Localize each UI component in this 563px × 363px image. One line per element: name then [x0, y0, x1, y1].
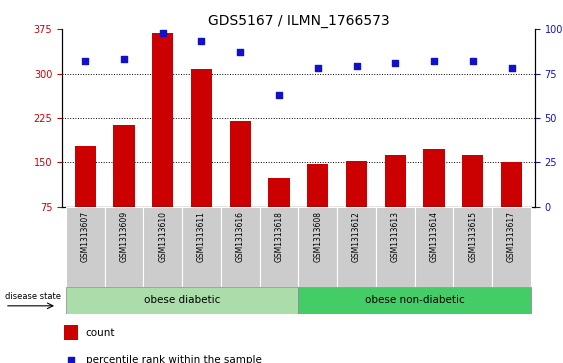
Bar	[501, 163, 522, 207]
Point	[275, 92, 284, 98]
Point	[197, 38, 206, 44]
Text: count: count	[86, 328, 115, 338]
Bar	[385, 155, 406, 207]
Bar	[221, 207, 260, 287]
Bar	[191, 69, 212, 207]
Bar	[492, 207, 531, 287]
Point	[507, 65, 516, 71]
Text: GSM1313612: GSM1313612	[352, 211, 361, 262]
Point	[391, 60, 400, 66]
Bar	[66, 287, 298, 314]
Point	[352, 64, 361, 69]
Point	[430, 58, 439, 64]
Bar	[462, 155, 484, 207]
Text: obese non-diabetic: obese non-diabetic	[365, 295, 464, 305]
Text: GSM1313611: GSM1313611	[197, 211, 206, 262]
Bar	[152, 33, 173, 207]
Bar	[74, 146, 96, 207]
Bar	[64, 325, 78, 340]
Bar	[307, 164, 328, 207]
Text: GSM1313608: GSM1313608	[313, 211, 322, 262]
Bar	[423, 150, 445, 207]
Bar	[66, 207, 105, 287]
Bar	[230, 121, 251, 207]
Text: GSM1313617: GSM1313617	[507, 211, 516, 262]
Bar	[453, 207, 492, 287]
Bar	[376, 207, 415, 287]
Bar	[105, 207, 144, 287]
Text: GSM1313614: GSM1313614	[430, 211, 439, 262]
Text: GSM1313613: GSM1313613	[391, 211, 400, 262]
Text: GSM1313615: GSM1313615	[468, 211, 477, 262]
Bar	[298, 287, 531, 314]
Bar	[415, 207, 453, 287]
Point	[119, 56, 128, 62]
Bar	[346, 161, 367, 207]
Bar	[113, 125, 135, 207]
Text: disease state: disease state	[5, 292, 61, 301]
Text: percentile rank within the sample: percentile rank within the sample	[86, 355, 261, 363]
Point	[468, 58, 477, 64]
Text: GSM1313618: GSM1313618	[275, 211, 284, 262]
Point	[158, 30, 167, 36]
Text: GSM1313609: GSM1313609	[119, 211, 128, 262]
Text: GSM1313616: GSM1313616	[236, 211, 245, 262]
Point	[313, 65, 322, 71]
Point	[67, 357, 76, 363]
Text: obese diabetic: obese diabetic	[144, 295, 220, 305]
Bar	[298, 207, 337, 287]
Point	[236, 49, 245, 55]
Bar	[337, 207, 376, 287]
Bar	[144, 207, 182, 287]
Title: GDS5167 / ILMN_1766573: GDS5167 / ILMN_1766573	[208, 14, 389, 28]
Bar	[182, 207, 221, 287]
Bar	[269, 179, 290, 207]
Text: GSM1313610: GSM1313610	[158, 211, 167, 262]
Bar	[260, 207, 298, 287]
Text: GSM1313607: GSM1313607	[81, 211, 90, 262]
Point	[81, 58, 90, 64]
